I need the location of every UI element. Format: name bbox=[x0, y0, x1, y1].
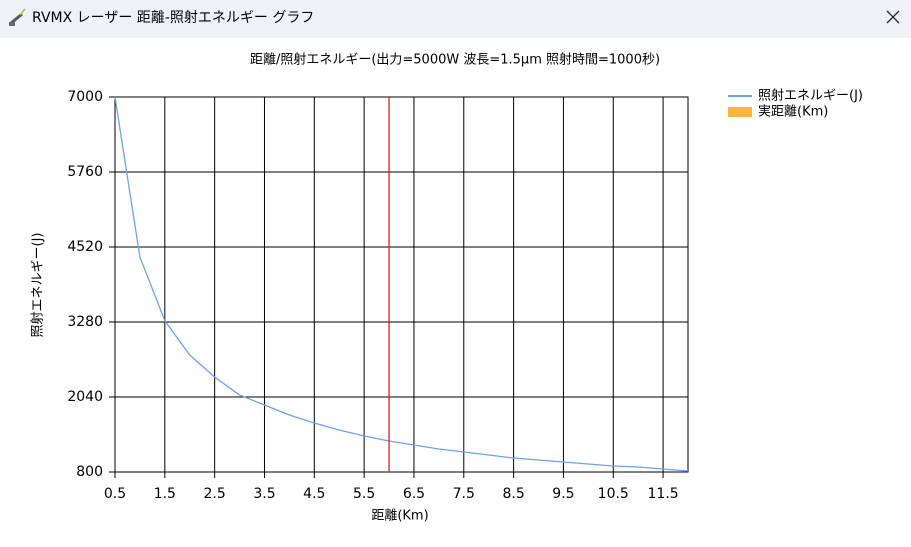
chart-title: 距離/照射エネルギー(出力=5000W 波長=1.5μm 照射時間=1000秒) bbox=[250, 52, 660, 68]
y-tick-label: 7000 bbox=[67, 89, 103, 105]
close-button[interactable] bbox=[886, 10, 900, 24]
y-axis-label: 照射エネルギー(J) bbox=[30, 233, 46, 338]
y-tick-label: 2040 bbox=[67, 389, 103, 405]
x-tick-label: 10.5 bbox=[598, 486, 629, 502]
y-tick-label: 3280 bbox=[67, 314, 103, 330]
legend-label: 実距離(Km) bbox=[758, 104, 828, 120]
plot-border bbox=[114, 96, 689, 473]
x-tick-label: 4.5 bbox=[303, 486, 325, 502]
legend-swatch bbox=[728, 107, 752, 117]
window-title: RVMX レーザー 距離-照射エネルギー グラフ bbox=[32, 9, 314, 26]
x-tick-label: 5.5 bbox=[353, 486, 375, 502]
x-tick-label: 7.5 bbox=[453, 486, 475, 502]
x-axis-label: 距離(Km) bbox=[371, 509, 428, 524]
legend-label: 照射エネルギー(J) bbox=[758, 88, 863, 104]
x-tick-label: 6.5 bbox=[403, 486, 425, 502]
app-icon bbox=[9, 8, 26, 26]
y-tick-label: 5760 bbox=[67, 164, 103, 180]
y-tick-label: 800 bbox=[76, 464, 103, 480]
y-tick-label: 4520 bbox=[67, 239, 103, 255]
x-tick-label: 1.5 bbox=[154, 486, 176, 502]
x-tick-label: 2.5 bbox=[204, 486, 226, 502]
x-tick-label: 8.5 bbox=[502, 486, 524, 502]
title-bar bbox=[0, 0, 911, 38]
x-tick-label: 0.5 bbox=[104, 486, 126, 502]
x-tick-label: 9.5 bbox=[552, 486, 574, 502]
data-line bbox=[114, 96, 689, 472]
x-tick-label: 11.5 bbox=[648, 486, 679, 502]
x-tick-label: 3.5 bbox=[253, 486, 275, 502]
